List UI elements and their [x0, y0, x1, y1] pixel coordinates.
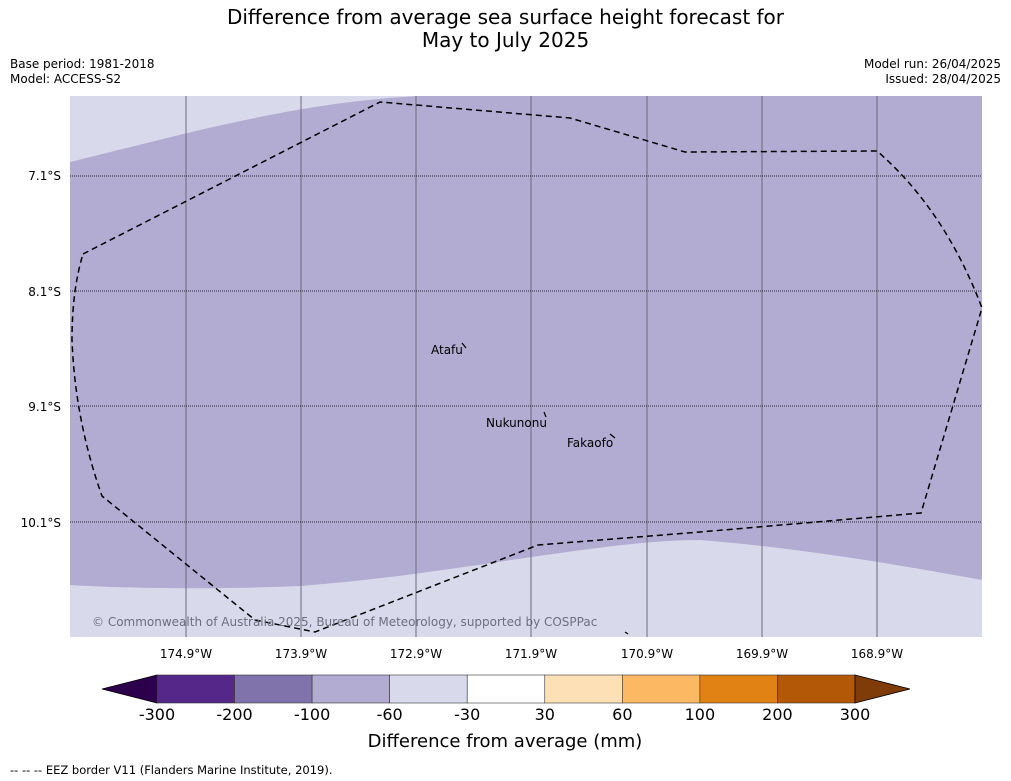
- lat-label: 7.1°S: [28, 169, 61, 183]
- colorbar-segment: [544, 674, 623, 704]
- colorbar-tick-label: 60: [612, 705, 632, 724]
- colorbar-tick-label: -300: [139, 705, 175, 724]
- colorbar-segment: [389, 674, 468, 704]
- colorbar-tick-label: 100: [685, 705, 716, 724]
- title-line-2: May to July 2025: [421, 28, 590, 52]
- latitude-grid: [70, 175, 982, 523]
- lon-label: 172.9°W: [390, 647, 442, 661]
- colorbar-segment: [234, 674, 313, 704]
- footnote: -- -- -- EEZ border V11 (Flanders Marine…: [10, 763, 333, 777]
- colorbar-extend-low: [101, 674, 158, 704]
- place-label-nukunonu: Nukunonu: [486, 416, 547, 430]
- place-label-fakaofo: Fakaofo: [567, 436, 613, 450]
- colorbar-tick-label: -60: [377, 705, 403, 724]
- lon-label: 170.9°W: [621, 647, 673, 661]
- lon-label: 174.9°W: [160, 647, 212, 661]
- colorbar-tick-label: -200: [216, 705, 252, 724]
- colorbar-segment: [156, 674, 235, 704]
- colorbar-title: Difference from average (mm): [368, 731, 643, 752]
- fakaofo-island: [609, 433, 616, 439]
- meta-right: Model run: 26/04/2025 Issued: 28/04/2025: [864, 57, 1001, 87]
- colorbar-segment: [311, 674, 390, 704]
- colorbar-segment: [622, 674, 701, 704]
- lat-label: 9.1°S: [28, 400, 61, 414]
- colorbar-tick-label: 300: [840, 705, 871, 724]
- colorbar-tick-label: -100: [294, 705, 330, 724]
- model-name: Model: ACCESS-S2: [10, 72, 122, 86]
- islet-marker: [624, 631, 629, 635]
- colorbar-segment: [699, 674, 778, 704]
- issued-date: Issued: 28/04/2025: [885, 72, 1001, 86]
- lon-label: 168.9°W: [851, 647, 903, 661]
- longitude-grid: [185, 96, 878, 637]
- atafu-island: [461, 342, 467, 349]
- colorbar-segment: [466, 674, 546, 704]
- nukunonu-island: [543, 411, 547, 418]
- lat-label: 10.1°S: [21, 516, 61, 530]
- lat-label: 8.1°S: [28, 285, 61, 299]
- lon-label: 171.9°W: [505, 647, 557, 661]
- colorbar-tick-label: -30: [454, 705, 480, 724]
- lon-label: 173.9°W: [275, 647, 327, 661]
- map-anomaly-region: [70, 96, 982, 589]
- colorbar-segment: [777, 674, 856, 704]
- lon-label: 169.9°W: [736, 647, 788, 661]
- colorbar-tick-label: 200: [762, 705, 793, 724]
- base-period: Base period: 1981-2018: [10, 57, 155, 71]
- model-run: Model run: 26/04/2025: [863, 57, 1001, 71]
- eez-border: [71, 101, 983, 633]
- map-title: Difference from average sea surface heig…: [0, 6, 1011, 52]
- place-label-atafu: Atafu: [431, 343, 463, 357]
- title-line-1: Difference from average sea surface heig…: [226, 5, 785, 29]
- meta-left: Base period: 1981-2018 Model: ACCESS-S2: [10, 57, 155, 87]
- colorbar-tick-label: 30: [535, 705, 555, 724]
- copyright-text: © Commonwealth of Australia 2025, Bureau…: [92, 615, 597, 629]
- colorbar-extend-high: [854, 674, 911, 704]
- colorbar: -300 -200 -100 -60 -30 30 60 100 200 300: [101, 674, 911, 724]
